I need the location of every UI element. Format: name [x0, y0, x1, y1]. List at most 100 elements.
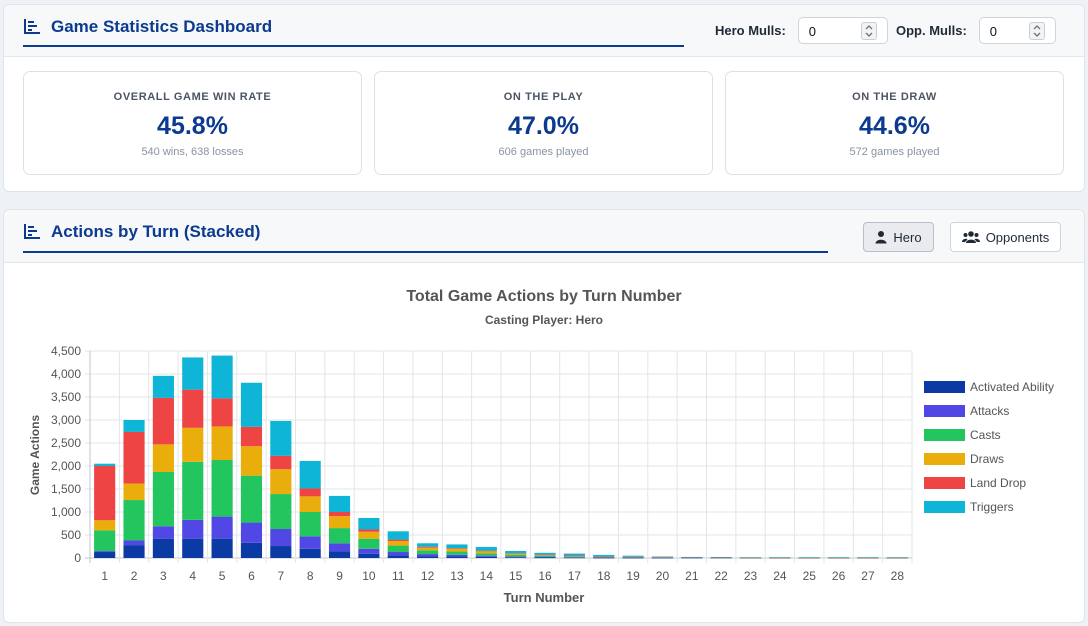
bar-segment-activated-ability[interactable] — [475, 556, 497, 558]
bar-segment-draws[interactable] — [328, 516, 351, 529]
legend-label[interactable]: Activated Ability — [970, 380, 1054, 394]
bar-segment-land-drop[interactable] — [123, 431, 145, 484]
bar-segment-casts[interactable] — [387, 545, 409, 553]
bar-segment-land-drop[interactable] — [798, 557, 820, 559]
bar-segment-casts[interactable] — [94, 530, 116, 552]
hero-mulls-input[interactable]: 0 — [797, 17, 888, 44]
bar-segment-triggers[interactable] — [534, 552, 556, 555]
legend-label[interactable]: Attacks — [970, 404, 1009, 418]
bar-segment-activated-ability[interactable] — [417, 556, 439, 558]
bar-segment-draws[interactable] — [299, 496, 321, 512]
bar-segment-land-drop[interactable] — [299, 488, 321, 497]
bar-segment-casts[interactable] — [270, 494, 292, 530]
bar-segment-casts[interactable] — [475, 553, 497, 556]
bar-segment-triggers[interactable] — [651, 556, 674, 558]
bar-segment-activated-ability[interactable] — [505, 557, 527, 558]
hero-toggle-button[interactable]: Hero — [863, 222, 934, 252]
bar-segment-draws[interactable] — [240, 446, 263, 476]
bar-segment-activated-ability[interactable] — [534, 557, 556, 559]
bar-segment-attacks[interactable] — [563, 557, 585, 558]
legend-label[interactable]: Triggers — [970, 500, 1014, 514]
bar-segment-activated-ability[interactable] — [328, 551, 351, 558]
bar-segment-casts[interactable] — [299, 512, 321, 537]
bar-segment-casts[interactable] — [152, 471, 174, 527]
legend-swatch[interactable] — [924, 477, 965, 489]
bar-segment-attacks[interactable] — [328, 543, 351, 552]
bar-segment-land-drop[interactable] — [240, 426, 263, 447]
bar-segment-land-drop[interactable] — [446, 548, 468, 549]
bar-segment-draws[interactable] — [94, 520, 116, 531]
bar-segment-triggers[interactable] — [328, 495, 351, 512]
bar-segment-activated-ability[interactable] — [182, 538, 204, 558]
bar-segment-land-drop[interactable] — [270, 455, 292, 470]
bar-segment-draws[interactable] — [417, 547, 439, 551]
legend-swatch[interactable] — [924, 381, 965, 393]
stepper-arrows-icon[interactable] — [860, 22, 877, 40]
bar-segment-attacks[interactable] — [299, 536, 321, 549]
bar-segment-land-drop[interactable] — [886, 557, 908, 559]
bar-segment-draws[interactable] — [270, 469, 292, 495]
bar-segment-triggers[interactable] — [94, 463, 116, 466]
bar-segment-attacks[interactable] — [94, 551, 116, 553]
bar-segment-triggers[interactable] — [152, 375, 174, 398]
bar-segment-land-drop[interactable] — [211, 398, 233, 427]
bar-segment-land-drop[interactable] — [622, 556, 644, 558]
bar-segment-triggers[interactable] — [182, 357, 204, 390]
bar-segment-land-drop[interactable] — [769, 557, 791, 559]
bar-segment-triggers[interactable] — [710, 556, 732, 558]
bar-segment-triggers[interactable] — [769, 557, 791, 558]
bar-segment-draws[interactable] — [446, 548, 468, 552]
bar-segment-activated-ability[interactable] — [563, 557, 585, 559]
bar-segment-triggers[interactable] — [240, 382, 263, 427]
bar-segment-attacks[interactable] — [446, 554, 468, 557]
bar-segment-attacks[interactable] — [240, 522, 263, 543]
bar-segment-draws[interactable] — [534, 554, 556, 556]
bar-segment-attacks[interactable] — [270, 529, 292, 547]
bar-segment-triggers[interactable] — [446, 544, 468, 549]
bar-segment-draws[interactable] — [211, 426, 233, 461]
bar-segment-triggers[interactable] — [857, 557, 879, 558]
bar-segment-triggers[interactable] — [622, 555, 644, 557]
bar-segment-triggers[interactable] — [593, 554, 615, 557]
bar-segment-casts[interactable] — [446, 551, 468, 555]
bar-segment-triggers[interactable] — [358, 517, 380, 530]
bar-segment-triggers[interactable] — [270, 420, 292, 456]
bar-segment-draws[interactable] — [358, 531, 380, 539]
bar-segment-casts[interactable] — [123, 500, 145, 541]
bar-segment-casts[interactable] — [240, 475, 263, 523]
bar-segment-land-drop[interactable] — [534, 554, 556, 556]
bar-segment-land-drop[interactable] — [681, 557, 703, 559]
bar-segment-draws[interactable] — [387, 540, 409, 546]
bar-segment-casts[interactable] — [328, 528, 351, 544]
bar-segment-casts[interactable] — [358, 538, 380, 549]
bar-segment-triggers[interactable] — [299, 460, 321, 489]
bar-segment-triggers[interactable] — [211, 355, 233, 399]
bar-segment-attacks[interactable] — [505, 556, 527, 558]
bar-segment-triggers[interactable] — [505, 550, 527, 554]
bar-segment-land-drop[interactable] — [857, 557, 879, 559]
bar-segment-land-drop[interactable] — [182, 389, 204, 428]
bar-segment-land-drop[interactable] — [417, 546, 439, 548]
bar-segment-land-drop[interactable] — [475, 550, 497, 552]
bar-segment-attacks[interactable] — [593, 557, 615, 559]
bar-segment-land-drop[interactable] — [358, 529, 380, 532]
bar-segment-activated-ability[interactable] — [123, 545, 145, 558]
bar-segment-draws[interactable] — [475, 551, 497, 554]
bar-segment-triggers[interactable] — [798, 557, 820, 558]
bar-segment-land-drop[interactable] — [593, 556, 615, 557]
bar-segment-land-drop[interactable] — [710, 557, 732, 559]
bar-segment-land-drop[interactable] — [387, 539, 409, 541]
legend-label[interactable]: Land Drop — [970, 476, 1026, 490]
bar-segment-draws[interactable] — [152, 444, 174, 472]
opponents-toggle-button[interactable]: Opponents — [950, 222, 1061, 252]
bar-segment-activated-ability[interactable] — [94, 552, 116, 558]
legend-label[interactable]: Draws — [970, 452, 1004, 466]
stepper-arrows-icon[interactable] — [1028, 22, 1045, 40]
bar-segment-triggers[interactable] — [739, 557, 762, 558]
legend-label[interactable]: Casts — [970, 428, 1001, 442]
bar-segment-triggers[interactable] — [123, 420, 145, 432]
bar-segment-triggers[interactable] — [681, 556, 703, 558]
bar-segment-draws[interactable] — [123, 483, 145, 501]
bar-segment-attacks[interactable] — [358, 548, 380, 554]
bar-segment-triggers[interactable] — [563, 553, 585, 556]
